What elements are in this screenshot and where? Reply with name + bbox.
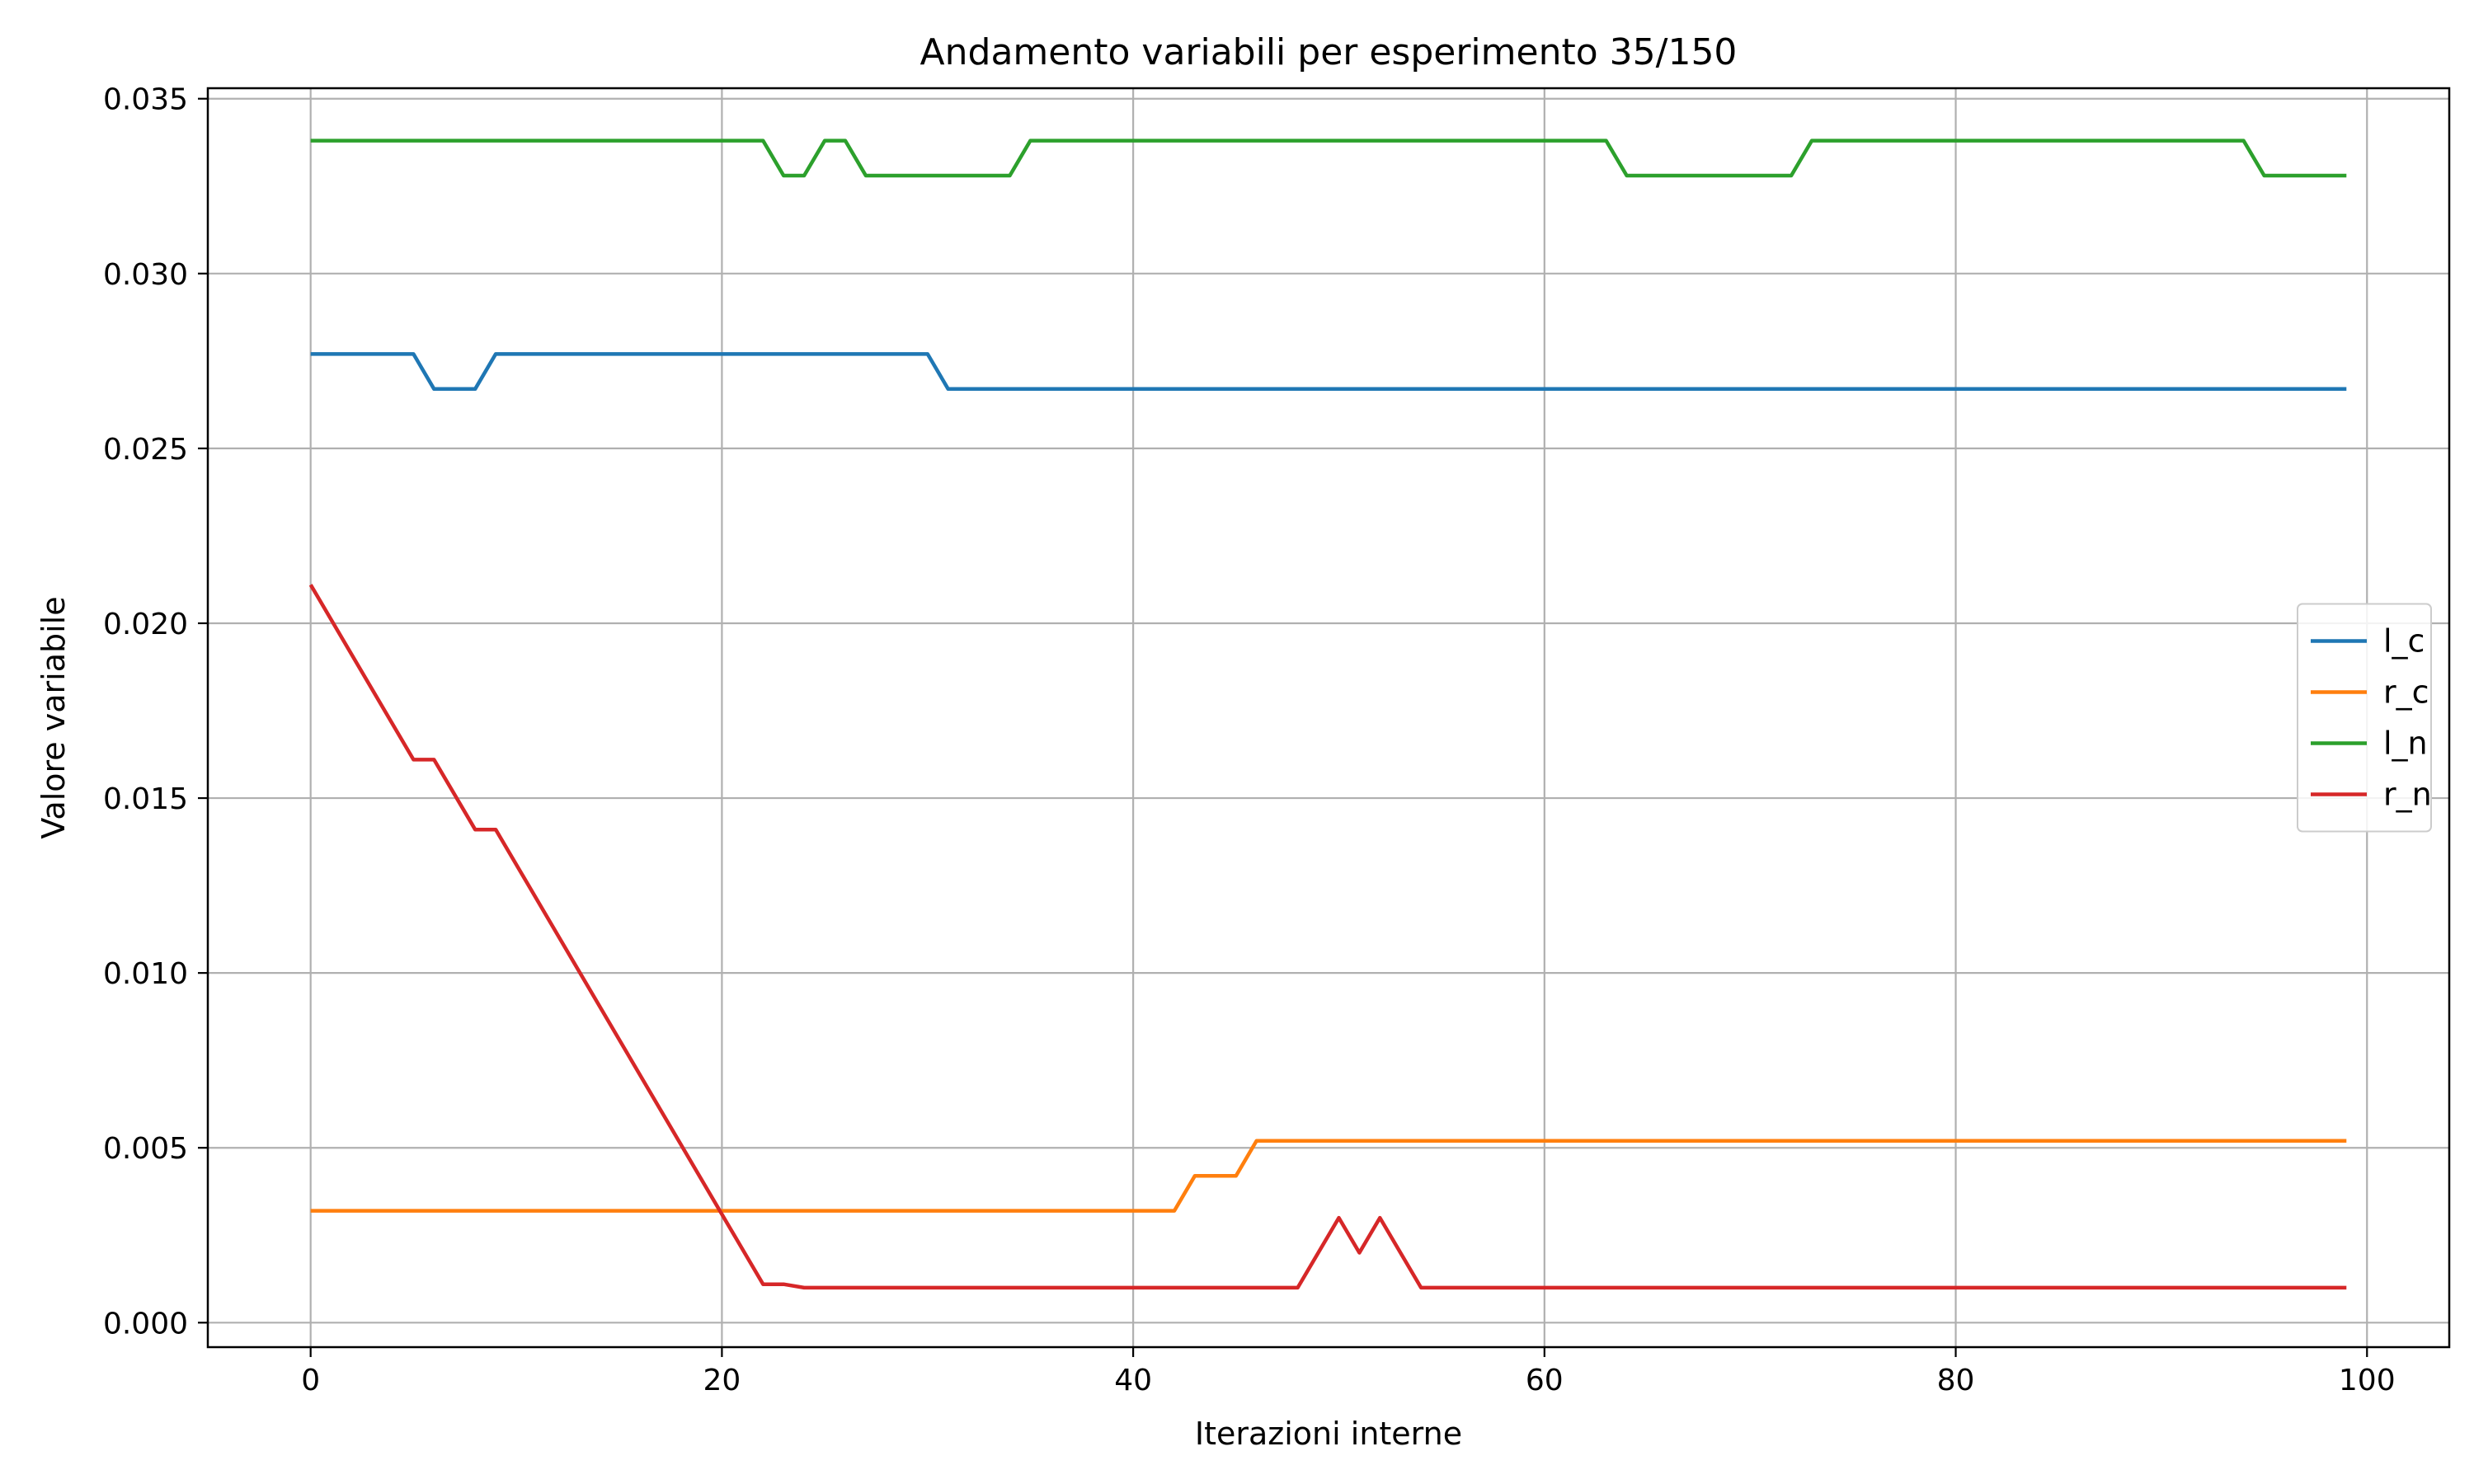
legend-label: l_n: [2383, 726, 2428, 762]
x-axis-label: Iterazioni interne: [1195, 1416, 1462, 1452]
y-tick-label: 0.005: [103, 1132, 188, 1166]
legend: l_c r_c l_n r_n: [2297, 603, 2432, 833]
series-lines: [308, 139, 2347, 1290]
y-tick-label: 0.010: [103, 957, 188, 991]
y-tick-label: 0.030: [103, 258, 188, 292]
series-line-r-n: [308, 584, 2347, 1290]
y-axis-label: Valore variabile: [35, 596, 72, 838]
legend-box: [2297, 603, 2432, 833]
axes-frame: [206, 87, 2451, 1349]
x-tick-label: 20: [703, 1364, 741, 1397]
y-tick-label: 0.020: [103, 608, 188, 641]
x-tick-label: 40: [1114, 1364, 1152, 1397]
y-tick-label: 0.025: [103, 433, 188, 467]
x-tick-label: 60: [1526, 1364, 1564, 1397]
x-tick-label: 0: [301, 1364, 320, 1397]
series-line-r-c: [310, 1139, 2347, 1213]
y-tick-label: 0.035: [103, 83, 188, 117]
x-tick-label: 100: [2339, 1364, 2396, 1397]
x-tick-label: 80: [1937, 1364, 1975, 1397]
y-tick-label: 0.000: [103, 1307, 188, 1341]
ticks: 0 20 40 60 80 100 0.000 0.005 0.010 0.015 0.020 0.0…: [103, 83, 2396, 1397]
chart-title: Andamento variabili per esperimento 35/1…: [920, 31, 1738, 73]
legend-label: l_c: [2383, 623, 2425, 660]
y-tick-label: 0.015: [103, 782, 188, 816]
legend-label: r_c: [2383, 674, 2429, 711]
series-line-l-n: [310, 139, 2347, 178]
series-line-l-c: [310, 352, 2347, 392]
legend-label: r_n: [2383, 777, 2432, 813]
